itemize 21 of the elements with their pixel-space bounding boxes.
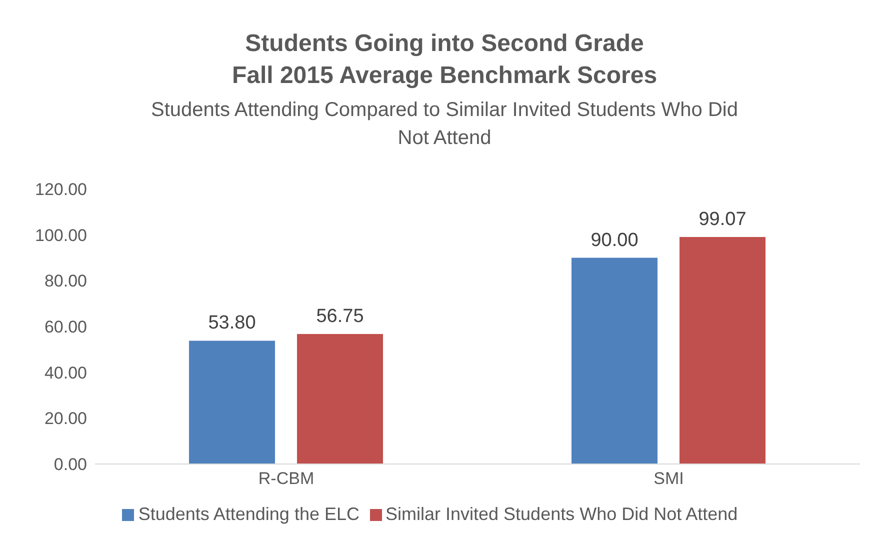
chart-title: Students Going into Second Grade Fall 2015 Average Benchmark Scores [230, 29, 658, 91]
data-label: 90.00 [590, 230, 638, 251]
bar [572, 258, 658, 464]
x-tick-label: R-CBM [258, 469, 314, 488]
y-tick-label: 120.00 [35, 180, 87, 200]
bar [297, 334, 383, 464]
data-label: 56.75 [316, 306, 364, 327]
y-tick-label: 80.00 [44, 272, 87, 291]
y-tick-label: 100.00 [35, 226, 87, 245]
y-tick-label: 0.00 [54, 455, 87, 474]
x-tick-label: SMI [654, 469, 684, 488]
data-label: 99.07 [698, 208, 746, 230]
y-tick-label: 40.00 [44, 363, 87, 382]
chart-subtitle: Students Attending Compared to Similar Invited Students Who Did Not Attend [150, 98, 739, 151]
y-tick-label: 20.00 [44, 409, 87, 428]
data-label: 53.80 [208, 312, 256, 334]
legend-label: Students Attending the ELC [138, 504, 360, 524]
bar [189, 340, 275, 464]
y-tick-label: 60.00 [44, 318, 87, 337]
legend-label: Similar Invited Students Who Did Not Attend [386, 504, 738, 524]
bar [680, 236, 766, 464]
